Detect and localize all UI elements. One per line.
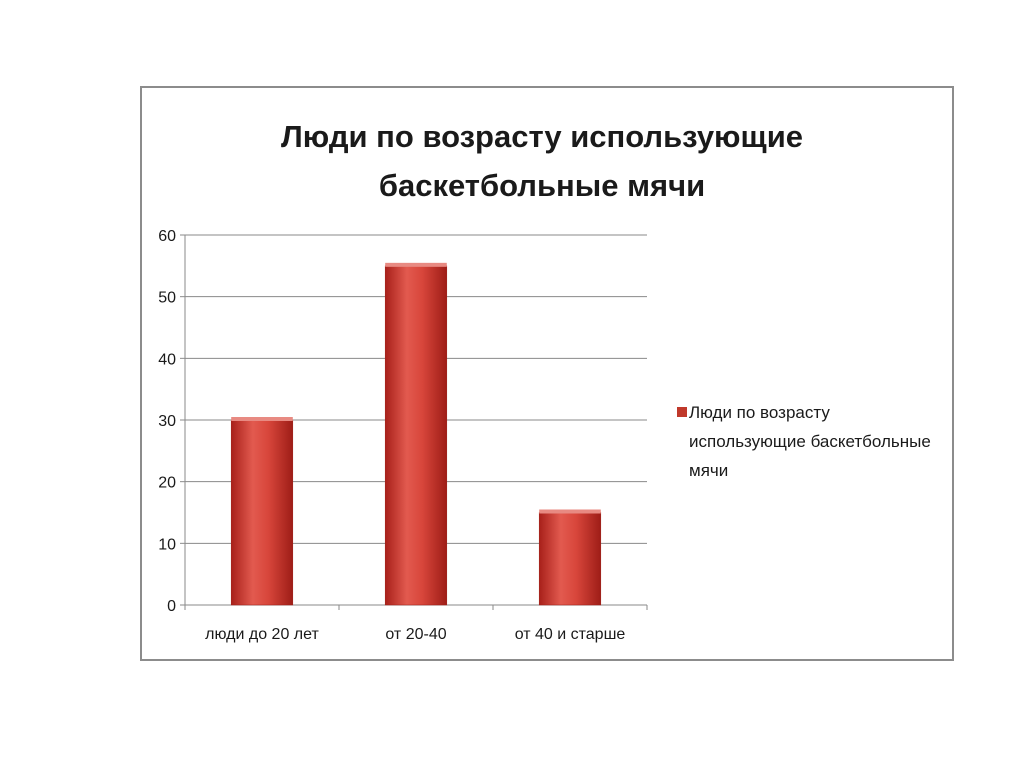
x-tick-label: люди до 20 лет [205, 626, 319, 643]
bar [230, 419, 294, 606]
legend-swatch [677, 407, 687, 417]
y-tick-label: 50 [158, 290, 176, 307]
bar [384, 265, 448, 606]
bar-top-bevel [539, 509, 601, 514]
legend: Люди по возрасту использующие баскетболь… [677, 398, 947, 485]
bar-top-bevel [385, 262, 447, 267]
chart-frame: Люди по возрасту использующие баскетболь… [140, 86, 954, 661]
legend-label: Люди по возрасту использующие баскетболь… [689, 403, 931, 480]
y-tick-label: 10 [158, 536, 176, 553]
chart-plot: 0 10 20 30 40 50 60 люди до 20 лет от 20-40 от 40… [158, 228, 648, 643]
y-tick-label: 60 [158, 228, 176, 245]
y-tick-label: 30 [158, 413, 176, 430]
tick-labels: 0 10 20 30 40 50 60 люди до 20 лет от 20-40 от 40… [158, 228, 625, 643]
y-tick-label: 40 [158, 351, 176, 368]
bar [538, 512, 602, 606]
bar-top-bevel [231, 417, 293, 421]
y-tick-label: 0 [167, 598, 176, 615]
x-tick-label: от 20-40 [385, 626, 446, 643]
chart-title: Люди по возрасту использующие баскетболь… [281, 119, 803, 203]
y-tick-label: 20 [158, 475, 176, 492]
bars [230, 262, 602, 606]
x-tick-label: от 40 и старше [515, 626, 626, 643]
